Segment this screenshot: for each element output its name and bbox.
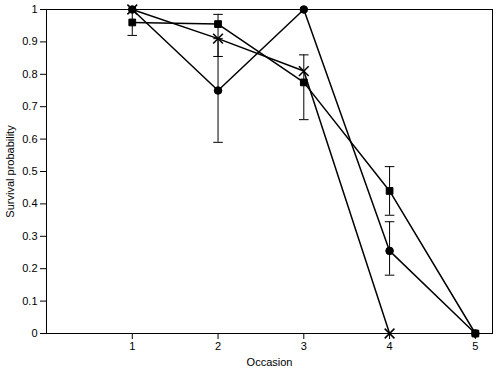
svg-text:0.5: 0.5	[22, 165, 37, 177]
svg-text:0.2: 0.2	[22, 262, 37, 274]
svg-text:2: 2	[215, 340, 221, 352]
svg-text:3: 3	[301, 340, 307, 352]
svg-text:1: 1	[129, 340, 135, 352]
svg-text:0.3: 0.3	[22, 230, 37, 242]
svg-text:0.6: 0.6	[22, 133, 37, 145]
svg-text:1: 1	[31, 3, 37, 15]
svg-text:4: 4	[387, 340, 393, 352]
svg-text:Survival probability: Survival probability	[4, 125, 16, 218]
svg-text:0.9: 0.9	[22, 35, 37, 47]
svg-text:Occasion: Occasion	[247, 356, 293, 368]
svg-text:0.1: 0.1	[22, 295, 37, 307]
svg-text:5: 5	[472, 340, 478, 352]
svg-text:0.8: 0.8	[22, 68, 37, 80]
svg-text:0: 0	[31, 327, 37, 339]
svg-text:0.4: 0.4	[22, 197, 37, 209]
svg-text:0.7: 0.7	[22, 100, 37, 112]
